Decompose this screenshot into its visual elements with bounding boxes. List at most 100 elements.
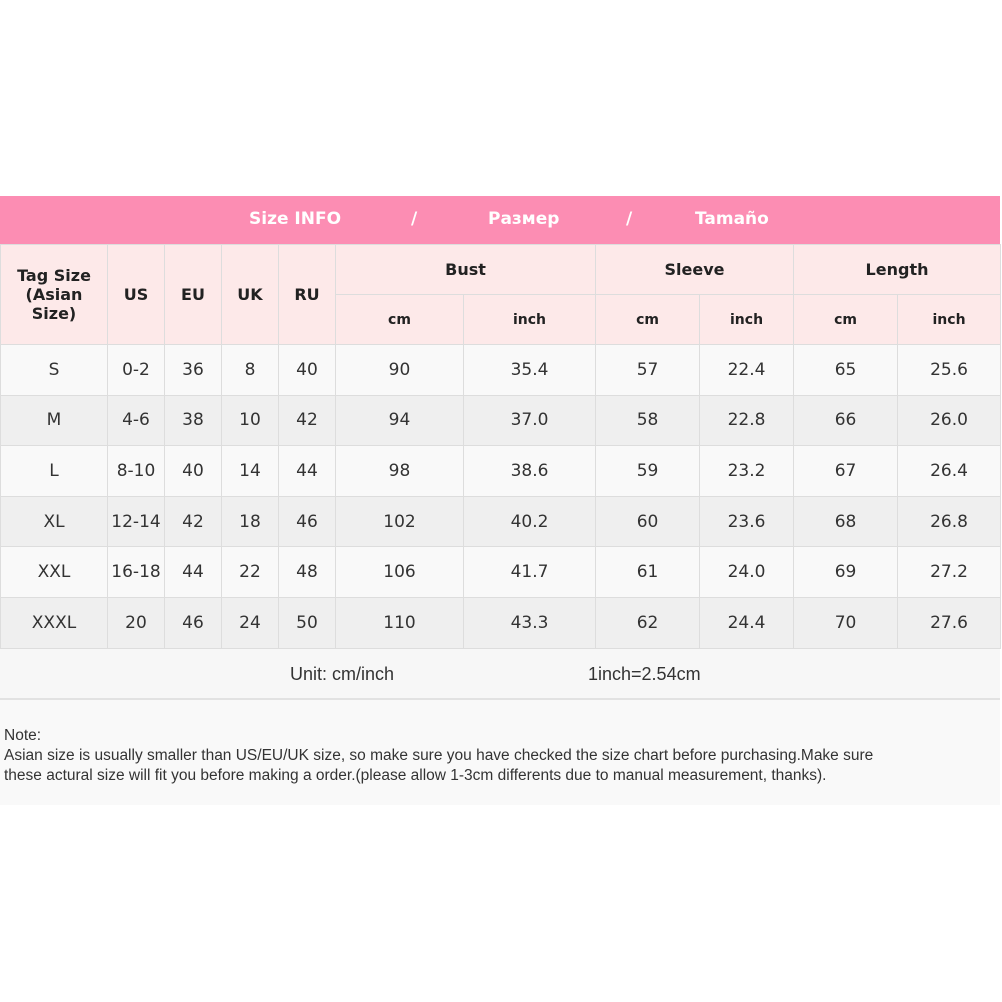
table-row: M 4-6 38 10 42 94 37.0 58 22.8 66 26.0 [0,394,1002,447]
table-cell: XXXL [0,596,108,649]
table-cell: 42 [164,495,222,548]
header-tag-size: Tag Size (Asian Size) [0,244,108,345]
table-cell: 70 [793,596,899,649]
table-cell: 57 [595,344,701,396]
table-cell: 46 [164,596,222,649]
title-ru: Размер [488,209,560,229]
size-table: Tag Size (Asian Size) US EU UK RU Bust S… [0,244,1002,649]
table-cell: 60 [595,495,701,548]
table-cell: 43.3 [462,596,597,649]
table-cell: 41.7 [462,546,597,598]
header-length-inch: inch [897,294,1002,345]
table-cell: 22.8 [699,394,795,447]
table-cell: L [0,445,108,497]
table-cell: 0-2 [107,344,165,396]
table-cell: 27.6 [897,596,1002,649]
table-cell: 58 [595,394,701,447]
table-cell: 37.0 [462,394,597,447]
size-chart: Size INFO / Размер / Tamaño Tag Size (As… [0,196,1002,805]
table-cell: 22 [221,546,279,598]
table-cell: 10 [221,394,279,447]
table-cell: 26.0 [897,394,1002,447]
header-eu: EU [164,244,222,345]
header-sleeve: Sleeve [595,244,795,295]
header-sleeve-cm: cm [595,294,701,345]
table-cell: 68 [793,495,899,548]
header-length-cm: cm [793,294,899,345]
table-cell: 106 [335,546,464,598]
table-cell: 44 [278,445,336,497]
table-cell: 40.2 [462,495,597,548]
table-cell: 24.4 [699,596,795,649]
table-cell: 67 [793,445,899,497]
table-cell: 61 [595,546,701,598]
title-es: Tamaño [695,209,769,229]
table-row: L 8-10 40 14 44 98 38.6 59 23.2 67 26.4 [0,445,1002,497]
table-cell: 102 [335,495,464,548]
table-cell: 24.0 [699,546,795,598]
table-cell: 23.2 [699,445,795,497]
table-cell: 26.8 [897,495,1002,548]
table-cell: 48 [278,546,336,598]
header-uk: UK [221,244,279,345]
table-cell: 66 [793,394,899,447]
header-ru: RU [278,244,336,345]
table-cell: 40 [278,344,336,396]
table-row: S 0-2 36 8 40 90 35.4 57 22.4 65 25.6 [0,344,1002,396]
table-cell: 18 [221,495,279,548]
header-bust-cm: cm [335,294,464,345]
header-bust: Bust [334,244,597,295]
table-row: XL 12-14 42 18 46 102 40.2 60 23.6 68 26.8 [0,495,1002,548]
table-cell: 8 [221,344,279,396]
header-sleeve-inch: inch [699,294,795,345]
table-cell: 40 [164,445,222,497]
table-cell: 59 [595,445,701,497]
table-cell: XXL [0,546,108,598]
table-row: XXL 16-18 44 22 48 106 41.7 61 24.0 69 27.2 [0,546,1002,598]
table-cell: 24 [221,596,279,649]
table-cell: 110 [335,596,464,649]
note-line-2: these actural size will fit you before m… [4,766,827,784]
table-cell: 35.4 [462,344,597,396]
table-cell: 27.2 [897,546,1002,598]
note: Note: Asian size is usually smaller than… [0,699,1000,805]
header-bust-inch: inch [462,294,597,345]
note-line-1: Asian size is usually smaller than US/EU… [4,746,874,764]
table-cell: 36 [164,344,222,396]
table-cell: 62 [595,596,701,649]
unit-label: Unit: cm/inch [290,663,395,684]
table-cell: 44 [164,546,222,598]
table-cell: 50 [278,596,336,649]
table-cell: 26.4 [897,445,1002,497]
note-title: Note: [4,726,42,744]
table-cell: 38 [164,394,222,447]
table-row: XXXL 20 46 24 50 110 43.3 62 24.4 70 27.6 [0,596,1002,649]
table-cell: 12-14 [107,495,165,548]
table-cell: 14 [221,445,279,497]
table-cell: 46 [278,495,336,548]
table-cell: M [0,394,108,447]
table-cell: 25.6 [897,344,1002,396]
title-sep-2: / [626,209,633,229]
table-cell: 23.6 [699,495,795,548]
table-cell: 8-10 [107,445,165,497]
table-cell: 38.6 [462,445,597,497]
table-cell: 42 [278,394,336,447]
unit-row: Unit: cm/inch 1inch=2.54cm [0,648,1000,700]
title-banner: Size INFO / Размер / Tamaño [0,196,1000,244]
table-cell: 16-18 [107,546,165,598]
table-cell: 4-6 [107,394,165,447]
title-en: Size INFO [249,209,342,229]
table-cell: 65 [793,344,899,396]
table-cell: S [0,344,108,396]
header-length: Length [793,244,1002,295]
header-us: US [107,244,165,345]
table-cell: XL [0,495,108,548]
table-cell: 98 [335,445,464,497]
table-cell: 90 [335,344,464,396]
unit-conversion: 1inch=2.54cm [588,663,701,684]
table-cell: 20 [107,596,165,649]
table-cell: 69 [793,546,899,598]
table-cell: 22.4 [699,344,795,396]
title-sep-1: / [411,209,418,229]
